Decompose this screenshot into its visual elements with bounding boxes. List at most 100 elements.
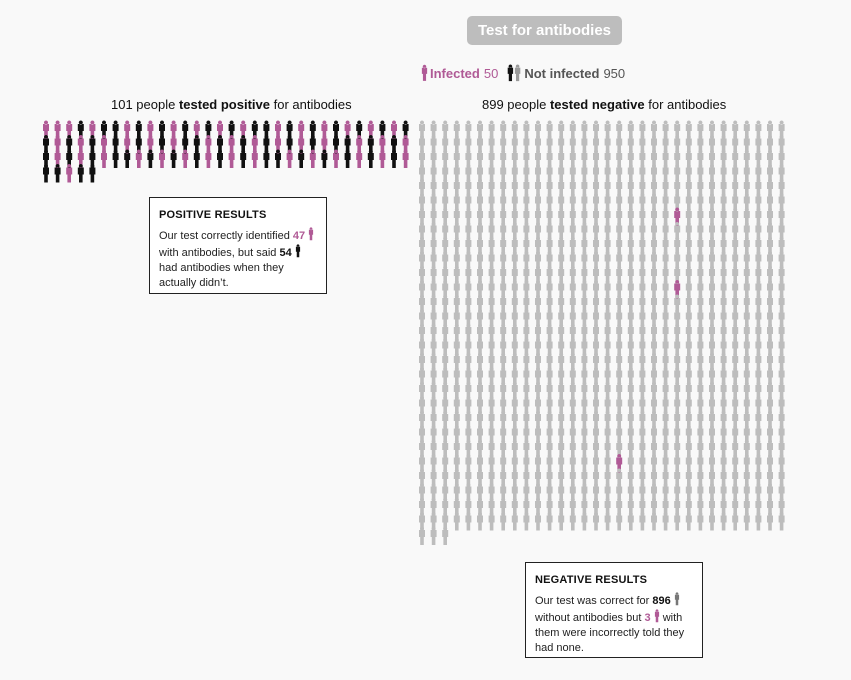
negative-not-infected-person [767,439,773,458]
negative-not-infected-person [778,222,785,241]
negative-not-infected-person [778,367,785,386]
negative-not-infected-person [593,483,599,502]
negative-not-infected-person [523,352,530,371]
negative-not-infected-person [593,135,599,154]
negative-not-infected-person [569,439,576,458]
negative-not-infected-person [465,323,472,342]
negative-not-infected-person [697,164,704,183]
positive-correct-count: 47 [292,230,306,242]
positive-infected-person [170,135,177,154]
negative-not-infected-person [778,323,785,342]
negative-not-infected-person [755,454,762,473]
negative-not-infected-person [685,149,692,168]
negative-not-infected-person [558,149,565,168]
positive-infected-person [321,135,328,154]
negative-not-infected-person [732,280,739,299]
negative-not-infected-person [419,512,425,531]
negative-not-infected-person [465,454,472,473]
negative-not-infected-person [697,352,704,371]
negative-not-infected-person [535,265,541,284]
negative-not-infected-person [511,381,518,400]
test-for-antibodies-button[interactable]: Test for antibodies [467,16,622,45]
negative-not-infected-person [442,164,449,183]
negative-not-infected-person [569,468,576,487]
negative-not-infected-person [488,439,495,458]
negative-not-infected-person [488,120,495,139]
negative-not-infected-person [569,338,576,357]
negative-not-infected-person [639,265,646,284]
negative-not-infected-person [604,323,611,342]
negative-not-infected-person [430,497,437,516]
negative-not-infected-person [535,222,541,241]
negative-not-infected-person [651,294,657,313]
negative-not-infected-person [604,483,611,502]
negative-not-infected-person [685,265,692,284]
negative-not-infected-person [767,251,773,270]
negative-not-infected-person [720,294,727,313]
negative-not-infected-person [419,164,425,183]
negative-not-infected-person [604,222,611,241]
negative-not-infected-person [569,135,576,154]
negative-not-infected-person [767,294,773,313]
negative-not-infected-person [662,483,669,502]
negative-not-infected-person [546,468,553,487]
negative-not-infected-person [662,352,669,371]
negative-not-infected-person [500,396,507,415]
negative-not-infected-person [523,309,530,328]
negative-not-infected-person [523,367,530,386]
negative-not-infected-person [697,178,704,197]
negative-not-infected-person [477,135,483,154]
negative-not-infected-person [697,193,704,212]
negative-not-infected-person [569,352,576,371]
negative-not-infected-person [500,236,507,255]
negative-not-infected-person [442,193,449,212]
negative-not-infected-person [535,439,541,458]
negative-not-infected-person [662,439,669,458]
negative-not-infected-person [767,454,773,473]
negative-not-infected-person [558,178,565,197]
positive-not-infected-person [54,164,61,183]
negative-not-infected-person [488,193,495,212]
negative-not-infected-person [477,222,483,241]
negative-not-infected-person [639,236,646,255]
positive-not-infected-person [344,149,351,168]
negative-not-infected-person [778,309,785,328]
negative-not-infected-person [511,454,518,473]
negative-not-infected-person [593,338,599,357]
negative-not-infected-person [685,410,692,429]
negative-not-infected-person [755,222,762,241]
negative-not-infected-person [546,497,553,516]
negative-not-infected-person [593,251,599,270]
negative-not-infected-person [720,193,727,212]
negative-not-infected-person [419,251,425,270]
negative-not-infected-person [442,526,449,545]
negative-not-infected-person [477,236,483,255]
negative-not-infected-person [604,251,611,270]
negative-not-infected-person [720,352,727,371]
negative-not-infected-person [523,207,530,226]
negative-not-infected-person [697,309,704,328]
negative-not-infected-person [593,425,599,444]
negative-not-infected-person [732,149,739,168]
negative-not-infected-person [778,396,785,415]
negative-not-infected-person [674,512,681,531]
negative-not-infected-person [697,251,704,270]
negative-not-infected-person [477,280,483,299]
negative-not-infected-person [523,512,530,531]
negative-not-infected-person [581,222,588,241]
legend-infected-label: Infected [430,65,480,81]
negative-not-infected-person [430,236,437,255]
positive-not-infected-person [66,135,73,154]
negative-not-infected-person [639,468,646,487]
negative-not-infected-person [419,497,425,516]
negative-not-infected-person [743,251,750,270]
negative-not-infected-person [569,396,576,415]
negative-not-infected-person [604,367,611,386]
negative-not-infected-person [477,410,483,429]
negative-not-infected-person [581,120,588,139]
negative-not-infected-person [604,135,611,154]
positive-infected-person [77,135,84,154]
positive-infected-person [147,120,154,139]
negative-not-infected-person [477,338,483,357]
negative-not-infected-person [569,280,576,299]
